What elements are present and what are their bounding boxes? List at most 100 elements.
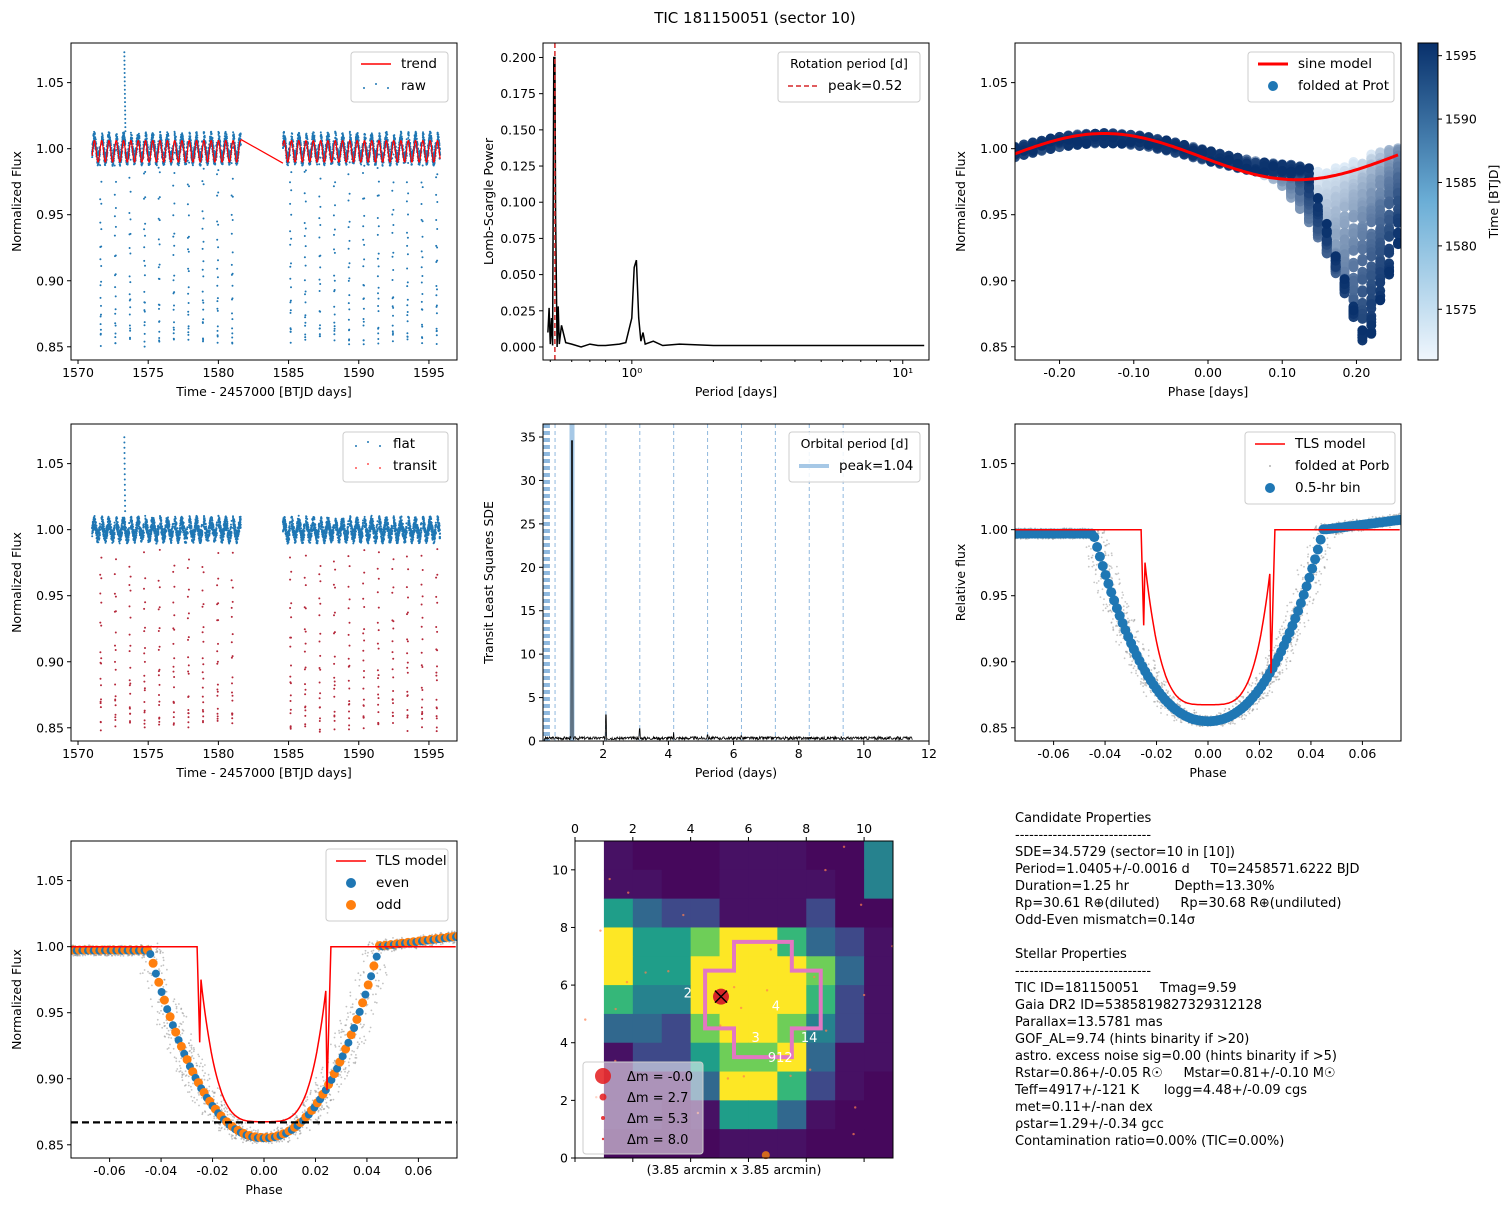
raw-point bbox=[129, 329, 132, 332]
raw-point bbox=[211, 136, 214, 139]
raw-point bbox=[304, 264, 307, 267]
raw-point bbox=[99, 315, 102, 318]
raw-point bbox=[406, 231, 408, 234]
raw-point bbox=[415, 137, 418, 140]
raw-point bbox=[290, 262, 292, 265]
raw-point bbox=[377, 194, 380, 197]
raw-point bbox=[392, 314, 394, 317]
raw-point bbox=[129, 298, 132, 301]
raw-point bbox=[100, 265, 103, 267]
raw-point bbox=[129, 158, 132, 161]
raw-point bbox=[172, 254, 175, 256]
raw-point bbox=[304, 200, 307, 203]
flare-point bbox=[123, 55, 126, 58]
raw-point bbox=[377, 342, 380, 345]
raw-point bbox=[298, 132, 301, 135]
raw-point bbox=[318, 278, 321, 281]
raw-point bbox=[114, 225, 117, 228]
y-tick-label: 1.00 bbox=[36, 141, 64, 156]
raw-point bbox=[407, 213, 409, 216]
raw-point bbox=[202, 318, 205, 321]
raw-point bbox=[319, 310, 322, 313]
y-axis-label: Lomb-Scargle Power bbox=[481, 137, 496, 265]
raw-point bbox=[289, 230, 292, 233]
raw-point bbox=[218, 137, 221, 140]
raw-point bbox=[283, 135, 286, 138]
raw-point bbox=[99, 345, 102, 347]
raw-point bbox=[231, 318, 234, 321]
raw-point bbox=[99, 296, 102, 299]
raw-point bbox=[420, 181, 423, 184]
raw-point bbox=[378, 136, 381, 139]
raw-point bbox=[128, 275, 131, 278]
raw-point bbox=[328, 138, 331, 141]
x-tick-label: 1575 bbox=[132, 365, 164, 380]
raw-point bbox=[99, 328, 102, 331]
raw-point bbox=[406, 338, 409, 341]
y-tick-label: 0.000 bbox=[500, 339, 536, 354]
raw-point bbox=[129, 232, 132, 235]
raw-point bbox=[187, 310, 190, 313]
raw-point bbox=[94, 136, 97, 139]
raw-point bbox=[129, 218, 132, 221]
raw-point bbox=[421, 186, 424, 189]
raw-point bbox=[186, 203, 189, 206]
raw-point bbox=[116, 138, 119, 141]
y-tick-label: 0.85 bbox=[36, 339, 64, 354]
raw-point bbox=[158, 337, 161, 339]
chart-folded-prot: -0.20 -0.10 0.00 0.10 0.200.850.900.951.001.… bbox=[953, 42, 1501, 399]
raw-point bbox=[319, 283, 322, 285]
raw-point bbox=[332, 214, 335, 217]
raw-point bbox=[362, 339, 365, 342]
raw-point bbox=[367, 163, 370, 166]
raw-point bbox=[99, 332, 102, 335]
x-tick-label: 1590 bbox=[343, 365, 375, 380]
raw-point bbox=[287, 164, 289, 167]
raw-point bbox=[129, 338, 131, 340]
raw-point bbox=[406, 298, 409, 301]
raw-point bbox=[289, 181, 291, 184]
raw-point bbox=[436, 173, 439, 176]
raw-point bbox=[391, 305, 394, 308]
raw-point bbox=[143, 332, 146, 335]
raw-point bbox=[333, 228, 336, 231]
raw-point bbox=[333, 305, 336, 308]
raw-point bbox=[392, 181, 395, 184]
raw-point bbox=[333, 279, 336, 282]
raw-point bbox=[303, 235, 306, 237]
x-axis-label: Time - 2457000 [BTJD days] bbox=[175, 384, 351, 399]
raw-point bbox=[436, 246, 439, 249]
raw-point bbox=[289, 299, 292, 302]
raw-point bbox=[197, 140, 200, 143]
raw-point bbox=[167, 132, 170, 135]
raw-point bbox=[318, 333, 321, 336]
raw-point bbox=[289, 330, 292, 333]
raw-point bbox=[216, 341, 219, 344]
raw-point bbox=[392, 224, 395, 226]
flare-point bbox=[124, 130, 127, 133]
raw-point bbox=[157, 238, 160, 241]
raw-point bbox=[217, 223, 220, 226]
raw-point bbox=[323, 162, 326, 165]
raw-point bbox=[201, 299, 204, 302]
raw-point bbox=[406, 285, 409, 288]
raw-point bbox=[333, 327, 336, 330]
raw-point bbox=[304, 245, 307, 248]
raw-point bbox=[225, 135, 228, 138]
raw-point bbox=[289, 265, 292, 268]
raw-point bbox=[158, 320, 161, 323]
raw-point bbox=[196, 134, 199, 137]
raw-point bbox=[282, 147, 285, 149]
raw-point bbox=[126, 162, 129, 165]
y-tick-label: 0.125 bbox=[500, 159, 536, 174]
raw-point bbox=[206, 164, 209, 166]
raw-point bbox=[203, 131, 206, 134]
raw-point bbox=[203, 136, 206, 139]
raw-point bbox=[421, 325, 424, 328]
y-tick-label: 0.90 bbox=[36, 273, 64, 288]
flare-point bbox=[123, 72, 126, 75]
flare-point bbox=[123, 59, 126, 62]
raw-point bbox=[391, 324, 394, 327]
raw-point bbox=[115, 133, 118, 136]
